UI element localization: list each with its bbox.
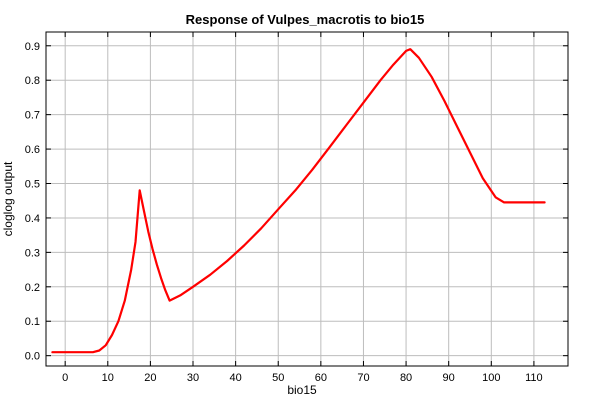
x-axis-label: bio15 (287, 383, 317, 397)
y-tick-label: 0.3 (25, 247, 40, 259)
y-axis-ticks: 0.0 0.1 0.2 0.3 0.4 0.5 0.6 0.7 0.8 0.9 (25, 41, 568, 363)
plot-frame (45, 31, 569, 367)
x-tick-label: 20 (144, 372, 156, 384)
x-tick-label: 50 (272, 372, 284, 384)
y-tick-label: 0.9 (25, 41, 40, 53)
y-tick-label: 0.5 (25, 179, 40, 191)
y-tick-label: 0.1 (25, 316, 40, 328)
series-layer (51, 48, 546, 354)
response-curve (51, 48, 546, 354)
x-tick-label: 60 (315, 372, 327, 384)
x-tick-label: 40 (229, 372, 241, 384)
y-tick-label: 0.7 (25, 110, 40, 122)
x-tick-label: 100 (482, 372, 500, 384)
x-tick-label: 0 (62, 372, 68, 384)
x-tick-label: 110 (525, 372, 543, 384)
x-axis-ticks: 0 10 20 30 40 50 60 70 80 90 100 110 (62, 32, 543, 384)
x-tick-label: 80 (400, 372, 412, 384)
y-tick-label: 0.8 (25, 75, 40, 87)
chart-title: Response of Vulpes_macrotis to bio15 (186, 12, 425, 27)
x-tick-label: 70 (357, 372, 369, 384)
y-tick-label: 0.4 (25, 213, 40, 225)
x-tick-label: 30 (187, 372, 199, 384)
grid (46, 32, 568, 366)
y-tick-label: 0.0 (25, 351, 40, 363)
x-tick-label: 90 (443, 372, 455, 384)
x-tick-label: 10 (102, 372, 114, 384)
y-axis-label: cloglog output (1, 161, 15, 236)
y-tick-label: 0.2 (25, 282, 40, 294)
y-tick-label: 0.6 (25, 144, 40, 156)
